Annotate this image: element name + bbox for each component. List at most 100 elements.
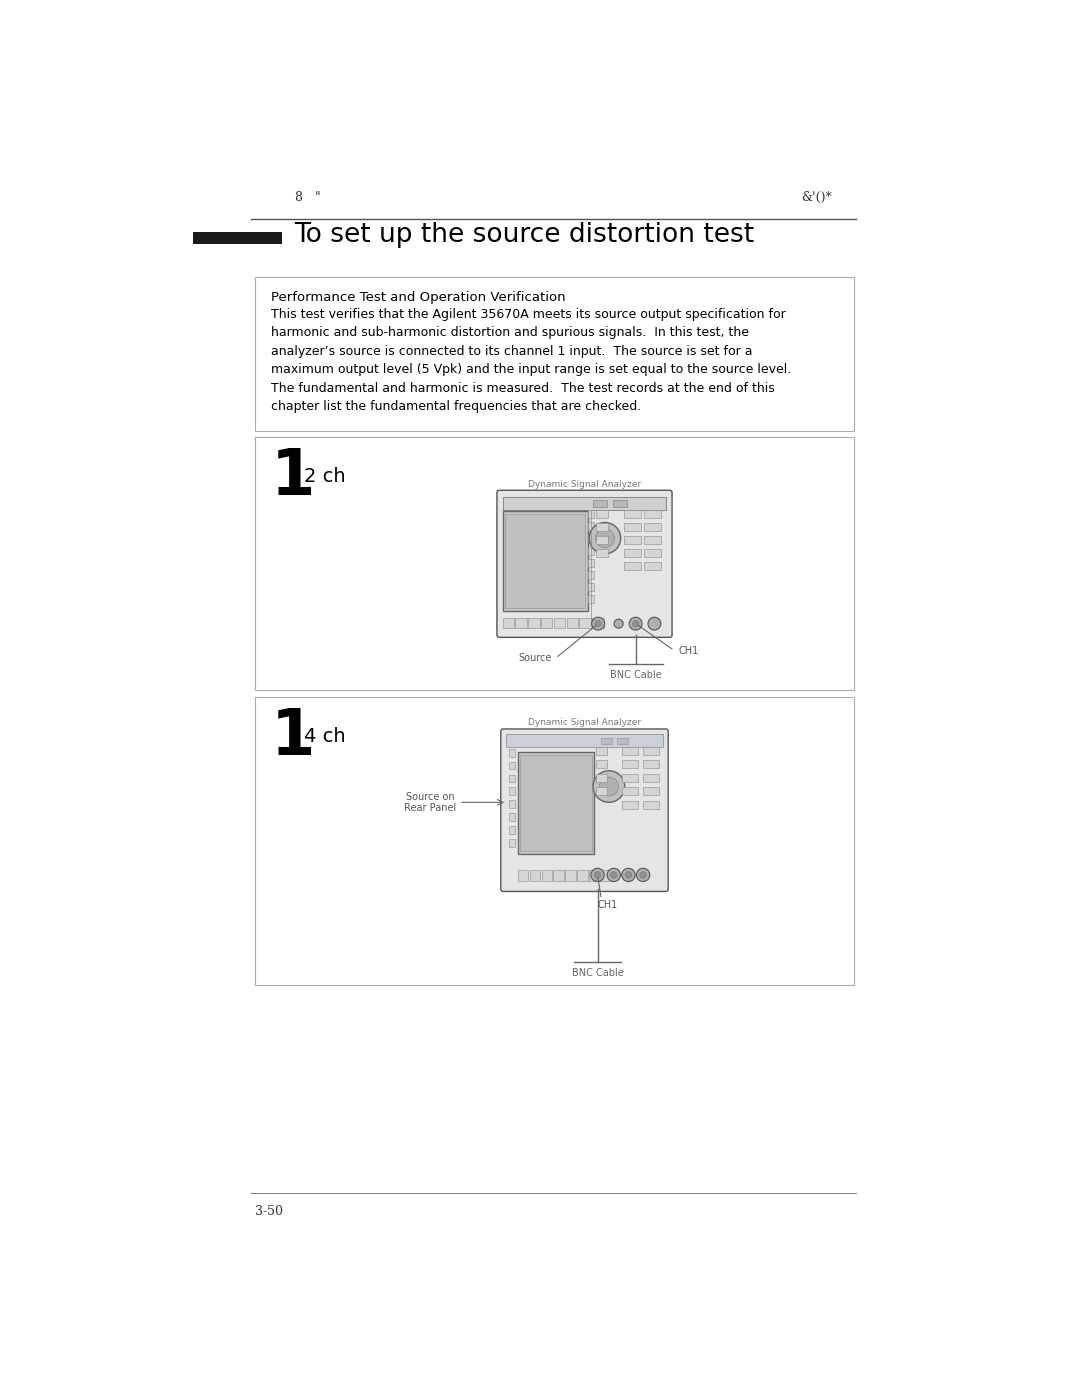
Circle shape (615, 619, 623, 629)
Text: 4 ch: 4 ch (303, 726, 346, 746)
Text: 1: 1 (271, 705, 315, 768)
Bar (565, 870, 576, 882)
Bar (528, 617, 540, 627)
Bar (596, 788, 607, 795)
Bar (509, 840, 515, 847)
Bar (541, 617, 553, 627)
Bar (509, 788, 515, 795)
Bar (255, 697, 854, 985)
Bar (644, 562, 661, 570)
Bar (644, 524, 661, 531)
Bar (644, 536, 661, 543)
Bar (643, 774, 660, 782)
Text: 2 ch: 2 ch (303, 467, 346, 486)
Circle shape (591, 869, 604, 882)
Bar (517, 752, 594, 855)
Bar (613, 500, 627, 507)
Text: 3-50: 3-50 (255, 1204, 283, 1218)
Bar (541, 870, 552, 882)
Bar (502, 617, 514, 627)
Bar (255, 437, 854, 690)
FancyBboxPatch shape (501, 729, 669, 891)
Text: BNC Cable: BNC Cable (610, 669, 662, 680)
Bar (596, 747, 607, 754)
Bar (509, 774, 515, 782)
Circle shape (599, 777, 619, 796)
Bar (588, 546, 594, 555)
Bar (588, 522, 594, 531)
Circle shape (592, 617, 605, 630)
Circle shape (610, 872, 617, 879)
Bar (588, 559, 594, 567)
Bar (624, 510, 640, 518)
Bar (596, 510, 608, 518)
Text: CH1: CH1 (597, 900, 618, 909)
Bar (624, 562, 640, 570)
Circle shape (622, 869, 635, 882)
Bar (622, 747, 638, 754)
Bar (600, 870, 611, 882)
Bar (644, 510, 661, 518)
Bar (596, 549, 608, 556)
Bar (579, 617, 591, 627)
Circle shape (625, 872, 632, 879)
Text: 1: 1 (271, 447, 315, 509)
Circle shape (607, 869, 621, 882)
Bar (593, 500, 607, 507)
Bar (600, 738, 612, 745)
Bar (596, 536, 608, 543)
Bar (509, 761, 515, 770)
Bar (529, 870, 540, 882)
Bar (509, 749, 515, 757)
Bar (502, 497, 666, 510)
Bar (624, 536, 640, 543)
Bar (622, 800, 638, 809)
Bar (643, 760, 660, 768)
Bar (596, 774, 607, 782)
Bar (507, 735, 663, 747)
Bar (588, 535, 594, 542)
Bar (554, 617, 565, 627)
Bar (622, 760, 638, 768)
Text: Source on
Rear Panel: Source on Rear Panel (404, 792, 457, 813)
Bar (624, 549, 640, 556)
Circle shape (595, 620, 602, 627)
Bar (193, 232, 282, 244)
Bar (589, 870, 599, 882)
Bar (577, 870, 588, 882)
Text: Dynamic Signal Analyzer: Dynamic Signal Analyzer (528, 479, 642, 489)
Text: Performance Test and Operation Verification: Performance Test and Operation Verificat… (271, 291, 565, 303)
Circle shape (590, 522, 621, 553)
Bar (624, 524, 640, 531)
Bar (592, 617, 604, 627)
Circle shape (639, 872, 647, 879)
Bar (567, 617, 578, 627)
FancyBboxPatch shape (497, 490, 672, 637)
Bar (644, 549, 661, 556)
Bar (588, 595, 594, 604)
Bar (521, 754, 592, 851)
Text: Source: Source (518, 654, 552, 664)
Circle shape (594, 872, 600, 879)
Bar (517, 870, 528, 882)
Bar (622, 788, 638, 795)
Bar (643, 788, 660, 795)
Bar (255, 277, 854, 432)
Circle shape (636, 869, 650, 882)
Text: BNC Cable: BNC Cable (571, 968, 623, 978)
Bar (553, 870, 564, 882)
Text: To set up the source distortion test: To set up the source distortion test (294, 222, 754, 247)
Bar (588, 510, 594, 518)
Circle shape (633, 620, 639, 627)
Bar (509, 800, 515, 809)
Text: CH1: CH1 (678, 645, 699, 655)
Bar (596, 760, 607, 768)
Text: &'()*: &'()* (801, 191, 833, 204)
Bar (596, 524, 608, 531)
Circle shape (648, 617, 661, 630)
Bar (643, 800, 660, 809)
Bar (643, 747, 660, 754)
Text: This test verifies that the Agilent 35670A meets its source output specification: This test verifies that the Agilent 3567… (271, 307, 791, 414)
Circle shape (630, 617, 643, 630)
Text: Dynamic Signal Analyzer: Dynamic Signal Analyzer (528, 718, 642, 728)
